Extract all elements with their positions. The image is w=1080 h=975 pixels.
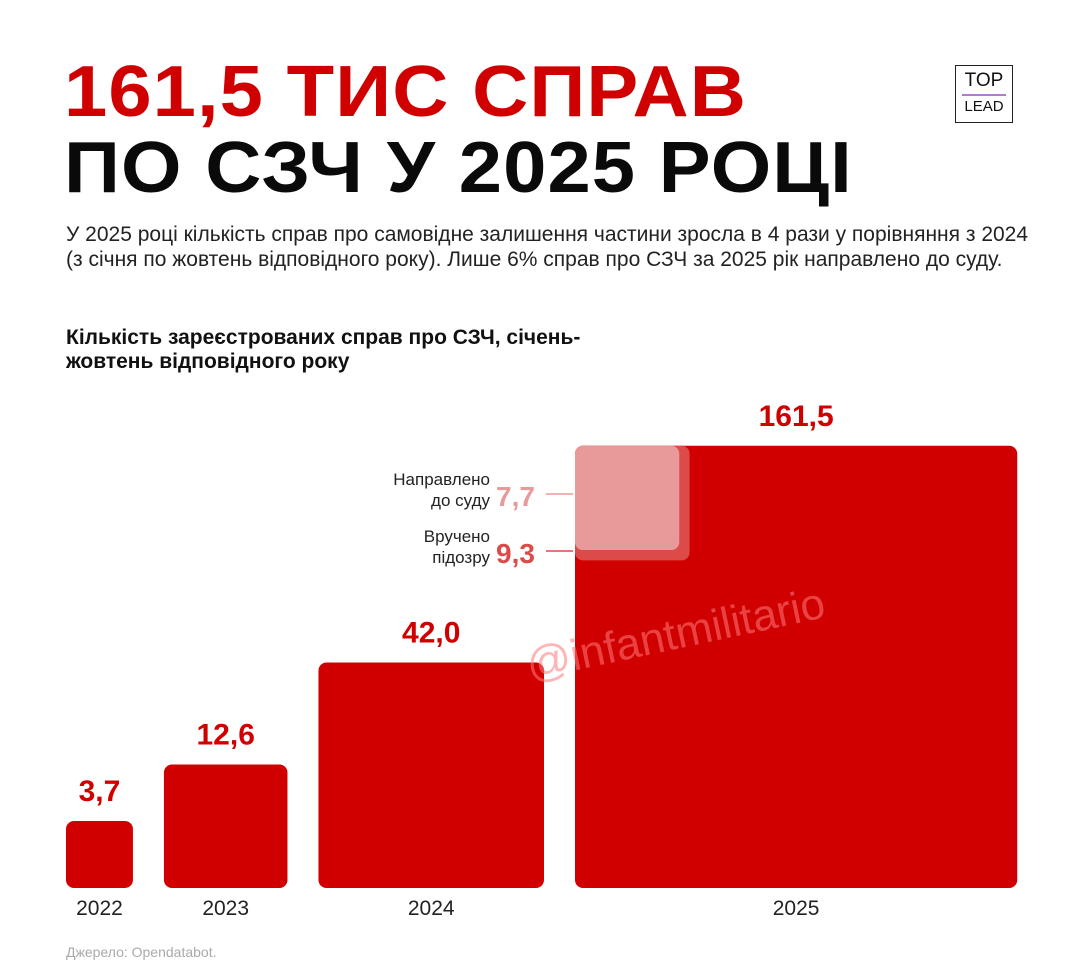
description: У 2025 році кількість справ про самовідн…	[66, 223, 1029, 271]
category-label-2022: 2022	[76, 897, 123, 920]
value-label-2022: 3,7	[79, 775, 121, 808]
source: Джерело: Opendatabot.	[66, 944, 217, 960]
breakdown-square	[574, 445, 680, 551]
bar-2022	[66, 821, 133, 888]
bar-2023	[163, 764, 288, 888]
value-label-2024: 42,0	[402, 616, 460, 649]
logo-divider	[962, 94, 1006, 96]
title-line-1: 161,5 ТИС СПРАВ	[64, 52, 747, 132]
breakdown-label: Вручено	[424, 527, 490, 546]
logo-top: TOP	[964, 70, 1004, 91]
breakdown-value: 9,3	[496, 538, 535, 569]
category-label-2024: 2024	[408, 897, 455, 920]
value-label-2023: 12,6	[197, 718, 255, 751]
category-label-2025: 2025	[773, 897, 820, 920]
breakdown-label: Направлено	[393, 470, 490, 489]
breakdown-label: до суду	[431, 491, 490, 510]
bar-2024	[318, 662, 544, 888]
category-label-2023: 2023	[202, 897, 249, 920]
value-label-2025: 161,5	[759, 400, 834, 433]
breakdown-value: 7,7	[496, 481, 535, 512]
breakdown-label: підозру	[432, 548, 490, 567]
top-lead-logo: TOP LEAD	[955, 65, 1013, 123]
chart-title: Кількість зареєстрованих справ про СЗЧ, …	[66, 326, 581, 373]
title-line-2: ПО СЗЧ У 2025 РОЦІ	[64, 128, 853, 208]
logo-bottom: LEAD	[964, 98, 1004, 115]
